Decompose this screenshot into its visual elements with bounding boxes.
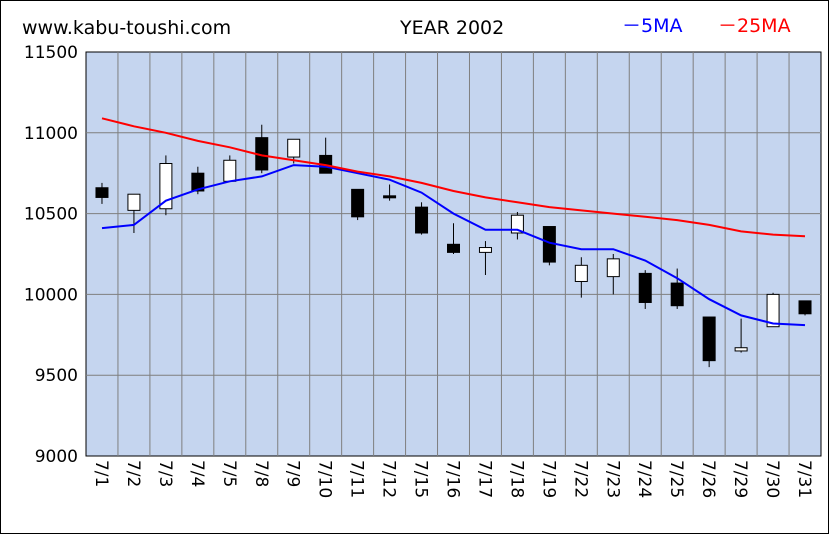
candle-body-up <box>766 293 780 328</box>
candle-body-down <box>638 272 652 303</box>
x-tick-label: 7/5 <box>219 460 239 487</box>
x-tick-label: 7/9 <box>283 460 303 487</box>
x-tick-label: 7/15 <box>411 460 431 498</box>
x-tick-label: 7/22 <box>570 460 590 498</box>
x-tick-label: 7/11 <box>347 460 367 498</box>
candle-body-up <box>478 247 492 253</box>
candle-body-down <box>415 206 429 234</box>
candle-body-up <box>606 258 620 278</box>
plot-area: 9000 9500 10000 10500 11000 11500 7/1 7/2 7/3 7/4… <box>24 43 822 498</box>
x-tick-label: 7/31 <box>794 460 814 498</box>
legend-25ma: －25MA <box>718 15 791 37</box>
candle-body-down <box>702 316 716 362</box>
chart-title: YEAR 2002 <box>399 17 504 39</box>
candle-body-down <box>95 187 109 198</box>
candle-body-down <box>670 282 684 307</box>
x-tick-label: 7/17 <box>474 460 494 498</box>
candle-body-up <box>287 138 301 158</box>
y-tick-label: 10000 <box>24 285 78 305</box>
site-url: www.kabu-toushi.com <box>22 17 231 39</box>
x-tick-label: 7/25 <box>666 460 686 498</box>
candle-body-up <box>223 159 237 182</box>
candle-body-up <box>159 163 173 210</box>
candle-body-up <box>574 264 588 282</box>
x-tick-label: 7/4 <box>187 460 207 487</box>
candle-body-down <box>191 172 205 192</box>
x-tick-label: 7/23 <box>602 460 622 498</box>
x-tick-label: 7/26 <box>698 460 718 498</box>
x-tick-label: 7/30 <box>762 460 782 498</box>
x-tick-label: 7/2 <box>123 460 143 487</box>
x-tick-label: 7/3 <box>155 460 175 487</box>
x-tick-label: 7/18 <box>506 460 526 498</box>
candle-body-up <box>734 347 748 352</box>
x-tick-label: 7/16 <box>443 460 463 498</box>
x-tick-label: 7/8 <box>251 460 271 487</box>
y-tick-label: 11000 <box>24 124 78 144</box>
ma25-line <box>101 117 806 238</box>
x-tick-label: 7/10 <box>315 460 335 498</box>
x-tick-label: 7/1 <box>91 460 111 487</box>
y-tick-label: 9500 <box>35 366 78 386</box>
ma5-line <box>101 164 806 327</box>
candle-body-down <box>351 188 365 218</box>
legend-5ma: －5MA <box>622 15 682 37</box>
candle-body-down <box>447 243 460 253</box>
candle-body-down <box>798 300 812 315</box>
x-tick-label: 7/24 <box>634 460 654 498</box>
y-tick-label: 11500 <box>24 43 78 63</box>
x-tick-label: 7/12 <box>379 460 399 498</box>
y-tick-label: 10500 <box>24 205 78 225</box>
candle-body-down <box>383 195 397 199</box>
candle-body-up <box>510 214 524 234</box>
candle-body-up <box>127 193 141 211</box>
x-tick-label: 7/29 <box>730 460 750 498</box>
x-tick-label: 7/19 <box>538 460 558 498</box>
y-tick-label: 9000 <box>35 447 78 467</box>
